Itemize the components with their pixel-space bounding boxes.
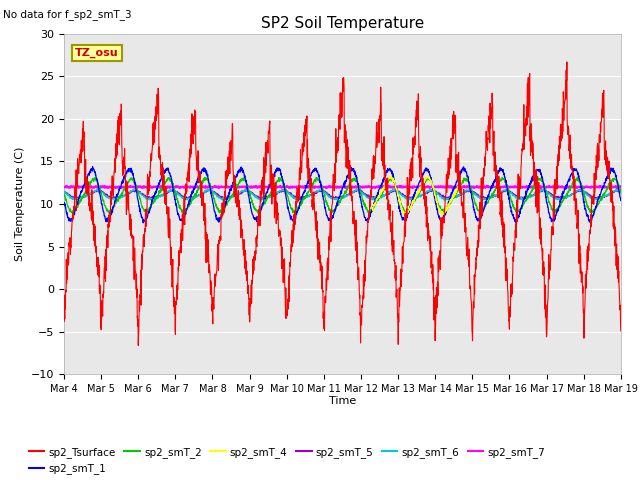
Text: No data for f_sp2_smT_3: No data for f_sp2_smT_3 (3, 9, 132, 20)
X-axis label: Time: Time (329, 396, 356, 406)
Text: TZ_osu: TZ_osu (75, 48, 119, 58)
Title: SP2 Soil Temperature: SP2 Soil Temperature (260, 16, 424, 31)
Y-axis label: Soil Temperature (C): Soil Temperature (C) (15, 147, 26, 261)
Legend: sp2_Tsurface, sp2_smT_1, sp2_smT_2, sp2_smT_4, sp2_smT_5, sp2_smT_6, sp2_smT_7: sp2_Tsurface, sp2_smT_1, sp2_smT_2, sp2_… (25, 443, 549, 478)
